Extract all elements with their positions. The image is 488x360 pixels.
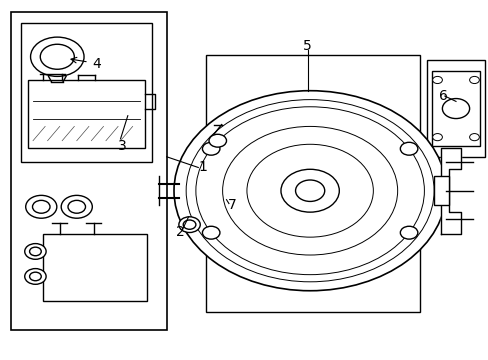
Circle shape [30, 37, 84, 76]
Bar [42, 234, 147, 301]
Circle shape [400, 226, 417, 239]
Circle shape [281, 169, 339, 212]
Bar [433, 176, 448, 205]
Text: 6: 6 [439, 89, 447, 103]
Bar [431, 71, 479, 146]
Circle shape [40, 44, 74, 69]
Circle shape [68, 201, 85, 213]
Circle shape [468, 134, 478, 141]
Circle shape [183, 220, 196, 229]
Text: 4: 4 [92, 57, 101, 71]
Text: 7: 7 [227, 198, 236, 212]
Bar [28, 80, 144, 148]
Text: 2: 2 [176, 225, 184, 239]
Circle shape [26, 195, 57, 218]
Circle shape [32, 201, 50, 213]
Bar [21, 23, 152, 162]
Circle shape [30, 272, 41, 281]
Circle shape [25, 269, 46, 284]
Text: 1: 1 [198, 161, 207, 175]
Circle shape [295, 180, 324, 202]
Circle shape [208, 134, 226, 147]
Circle shape [61, 195, 92, 218]
Circle shape [468, 76, 478, 84]
Polygon shape [441, 148, 460, 234]
Text: 5: 5 [303, 39, 311, 53]
Circle shape [202, 142, 220, 155]
Circle shape [442, 99, 468, 118]
Bar [205, 55, 419, 312]
Circle shape [202, 226, 220, 239]
Bar [11, 12, 166, 330]
Circle shape [179, 217, 200, 233]
Circle shape [400, 142, 417, 155]
Circle shape [432, 134, 442, 141]
Circle shape [174, 91, 446, 291]
Circle shape [25, 244, 46, 259]
Bar [426, 60, 484, 157]
Text: 3: 3 [117, 139, 126, 153]
Circle shape [30, 247, 41, 256]
Circle shape [432, 76, 442, 84]
